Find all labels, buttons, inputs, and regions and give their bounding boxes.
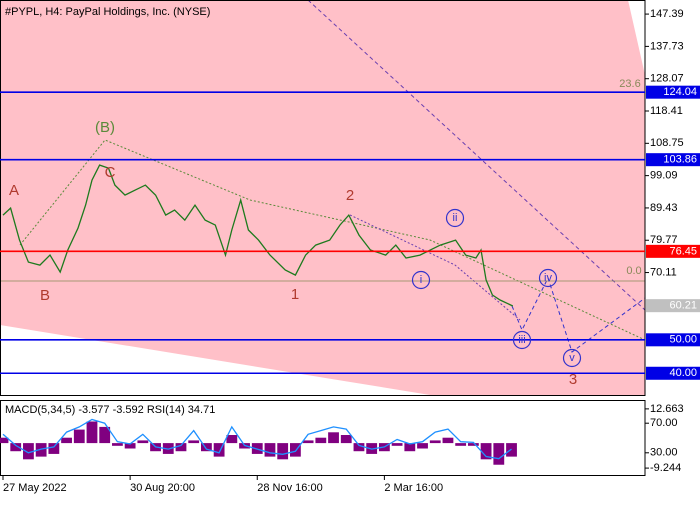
wave-label: iii [518,334,525,346]
macd-bar [86,421,98,444]
level-label: 60.21 [669,300,697,312]
y-tick-label: 70.11 [650,266,677,278]
macd-bar [188,440,200,444]
y-tick-label: 128.07 [650,73,684,85]
macd-bar [137,440,149,444]
x-tick-label: 27 May 2022 [3,482,67,494]
indicator-title: MACD(5,34,5) -3.577 -3.592 RSI(14) 34.71 [5,404,215,416]
chart-title: #PYPL, H4: PayPal Holdings, Inc. (NYSE) [5,6,210,18]
level-label: 124.04 [663,86,697,98]
price-line [2,164,514,307]
macd-bar [226,435,238,444]
macd-bar [23,443,34,460]
wave-label: 0.0 [626,265,641,277]
wave-label: 23.6 [619,78,640,90]
wave-label: v [569,352,575,364]
y-tick-label: 79.77 [650,234,678,246]
wave-label: B [40,287,50,304]
wave-label: iv [544,272,552,284]
macd-bar [391,443,403,446]
wave-circle [538,268,558,288]
x-tick-label: 28 Nov 16:00 [257,482,322,494]
macd-bar [417,443,428,449]
macd-bar [99,426,111,444]
x-tick-label: 30 Aug 20:00 [130,482,195,494]
wave-label: C [105,164,116,181]
wave-projection [511,276,646,353]
macd-bar [61,437,72,444]
level-label: 103.86 [663,154,697,166]
wave-label: 3 [569,371,577,388]
level-tag [646,244,700,258]
wave-label: 2 [346,187,354,204]
level-tag [646,366,700,380]
macd-bar [302,440,314,444]
level-tag [646,85,700,99]
trend-line [307,0,646,311]
macd-bar [480,443,492,460]
macd-bar [124,443,136,449]
macd-bar [340,435,352,444]
macd-bar [35,443,47,457]
macd-bar [315,437,327,444]
level-tag [646,299,700,313]
macd-bar [73,429,85,444]
wave-label: ii [453,212,458,224]
macd-bar [493,443,505,465]
level-tag [646,153,700,167]
x-tick-label: 2 Mar 16:00 [384,482,443,494]
macd-bar [353,443,365,452]
level-label: 76.45 [669,245,697,257]
macd-bar [201,443,212,452]
wave-label: i [420,274,422,286]
macd-bar [467,443,479,446]
wave-channel [19,139,646,341]
y-tick-label: 147.39 [650,8,684,20]
macd-bar [455,443,467,446]
y-tick-label: 108.75 [650,137,684,149]
macd-bar [264,443,276,457]
channel-zone [0,0,645,395]
y-tick-label: 12.663 [650,403,684,415]
level-tag [646,333,700,347]
macd-bar [48,443,60,454]
y2-tick-label: 70.00 [650,417,678,429]
plot-frame [0,0,646,396]
wave-label: 1 [291,286,299,303]
wave-channel [349,214,521,321]
wave-label: (B) [95,119,115,136]
macd-bar [442,437,454,444]
price-line [2,418,512,460]
wave-circle [445,208,465,228]
wave-circle [411,270,431,290]
macd-bar [213,443,225,457]
macd-bar [277,443,289,460]
y-tick-label: -9.244 [650,462,681,474]
macd-bar [429,440,441,444]
macd-bar [10,443,22,452]
wave-circle [562,348,582,368]
macd-bar [328,432,339,444]
y-tick-label: 89.43 [650,202,678,214]
wave-circle [512,330,532,350]
level-label: 40.00 [669,367,697,379]
macd-bar [289,443,301,457]
macd-bar [112,443,123,446]
wave-label: A [9,182,19,199]
y-tick-label: 118.41 [650,105,683,117]
y2-tick-label: 30.00 [650,447,678,459]
y-tick-label: 99.09 [650,170,678,182]
macd-bar [175,443,187,452]
macd-bar [404,443,416,452]
macd-bar [0,437,9,444]
level-label: 50.00 [669,334,697,346]
y-tick-label: 137.73 [650,40,684,52]
